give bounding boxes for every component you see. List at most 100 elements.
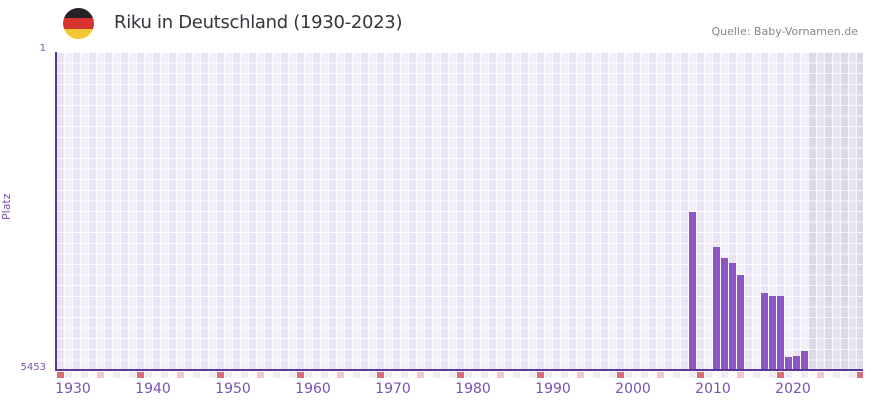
flag-stripe-red: [63, 18, 94, 29]
axis-tick-cell: [496, 371, 504, 378]
axis-tick-cell: [728, 371, 736, 378]
axis-tick-cell: [528, 371, 536, 378]
axis-tick-cell: [376, 371, 384, 378]
y-axis-line: [54, 52, 57, 371]
bar-2018[interactable]: [760, 293, 768, 370]
x-tick-label-1990: 1990: [535, 381, 571, 397]
axis-tick-cell: [592, 371, 600, 378]
y-axis-label: Platz: [0, 193, 13, 220]
axis-tick-cell: [616, 371, 624, 378]
x-axis-tick-strip: [56, 371, 863, 378]
bar-2013[interactable]: [720, 258, 728, 370]
axis-tick-cell: [248, 371, 256, 378]
axis-tick-cell: [336, 371, 344, 378]
axis-tick-cell: [104, 371, 112, 378]
bar-2015[interactable]: [736, 274, 744, 370]
axis-tick-cell: [312, 371, 320, 378]
axis-tick-cell: [168, 371, 176, 378]
bar-2012[interactable]: [712, 247, 720, 370]
axis-tick-cell: [304, 371, 312, 378]
x-axis-line: [54, 369, 863, 371]
axis-tick-cell: [600, 371, 608, 378]
axis-tick-cell: [72, 371, 80, 378]
x-tick-label-1930: 1930: [55, 381, 91, 397]
axis-tick-cell: [776, 371, 784, 378]
axis-tick-cell: [272, 371, 280, 378]
axis-tick-cell: [536, 371, 544, 378]
x-tick-label-1960: 1960: [295, 381, 331, 397]
axis-tick-cell: [744, 371, 752, 378]
axis-tick-cell: [792, 371, 800, 378]
axis-tick-cell: [232, 371, 240, 378]
axis-tick-cell: [88, 371, 96, 378]
axis-tick-cell: [400, 371, 408, 378]
axis-tick-cell: [192, 371, 200, 378]
axis-tick-cell: [552, 371, 560, 378]
axis-tick-cell: [456, 371, 464, 378]
axis-tick-cell: [584, 371, 592, 378]
axis-tick-cell: [112, 371, 120, 378]
axis-tick-cell: [432, 371, 440, 378]
bar-2023[interactable]: [800, 350, 808, 370]
bar-2009[interactable]: [688, 212, 696, 370]
bar-2019[interactable]: [768, 296, 776, 370]
axis-tick-cell: [688, 371, 696, 378]
axis-tick-cell: [656, 371, 664, 378]
axis-tick-cell: [680, 371, 688, 378]
axis-tick-cell: [640, 371, 648, 378]
axis-tick-cell: [352, 371, 360, 378]
axis-tick-cell: [472, 371, 480, 378]
axis-tick-cell: [120, 371, 128, 378]
axis-tick-cell: [296, 371, 304, 378]
bar-2021[interactable]: [784, 357, 792, 370]
axis-tick-cell: [408, 371, 416, 378]
plot-area: [56, 52, 863, 370]
axis-tick-cell: [320, 371, 328, 378]
axis-tick-cell: [208, 371, 216, 378]
axis-tick-cell: [696, 371, 704, 378]
axis-tick-cell: [328, 371, 336, 378]
axis-tick-cell: [344, 371, 352, 378]
axis-tick-cell: [568, 371, 576, 378]
axis-tick-cell: [720, 371, 728, 378]
bar-2022[interactable]: [792, 356, 800, 370]
axis-tick-cell: [384, 371, 392, 378]
axis-tick-cell: [664, 371, 672, 378]
axis-tick-cell: [760, 371, 768, 378]
axis-tick-cell: [808, 371, 816, 378]
axis-tick-cell: [840, 371, 848, 378]
axis-tick-cell: [392, 371, 400, 378]
y-tick-label-bottom: 5453: [20, 362, 46, 373]
axis-tick-cell: [464, 371, 472, 378]
axis-tick-cell: [576, 371, 584, 378]
axis-tick-cell: [64, 371, 72, 378]
axis-tick-cell: [128, 371, 136, 378]
axis-tick-cell: [96, 371, 104, 378]
axis-tick-cell: [560, 371, 568, 378]
flag-stripe-black: [63, 8, 94, 19]
source-attribution: Quelle: Baby-Vornamen.de: [711, 25, 858, 38]
bar-2014[interactable]: [728, 263, 736, 370]
axis-tick-cell: [144, 371, 152, 378]
x-axis-labels: 1930 1940 1950 1960 1970 1980 1990 2000 2010 2020: [55, 381, 863, 401]
axis-tick-cell: [136, 371, 144, 378]
axis-tick-cell: [264, 371, 272, 378]
axis-tick-cell: [424, 371, 432, 378]
x-tick-label-1940: 1940: [135, 381, 171, 397]
axis-tick-cell: [832, 371, 840, 378]
axis-tick-cell: [160, 371, 168, 378]
x-tick-label-2020: 2020: [775, 381, 811, 397]
axis-tick-cell: [224, 371, 232, 378]
axis-tick-cell: [704, 371, 712, 378]
axis-tick-cell: [360, 371, 368, 378]
axis-tick-cell: [184, 371, 192, 378]
chart-title: Riku in Deutschland (1930-2023): [114, 12, 403, 33]
axis-tick-cell: [448, 371, 456, 378]
axis-tick-cell: [608, 371, 616, 378]
x-tick-label-1950: 1950: [215, 381, 251, 397]
x-tick-label-1970: 1970: [375, 381, 411, 397]
axis-tick-cell: [152, 371, 160, 378]
bar-2020[interactable]: [776, 296, 784, 370]
axis-tick-cell: [768, 371, 776, 378]
y-tick-label-top: 1: [39, 43, 46, 54]
